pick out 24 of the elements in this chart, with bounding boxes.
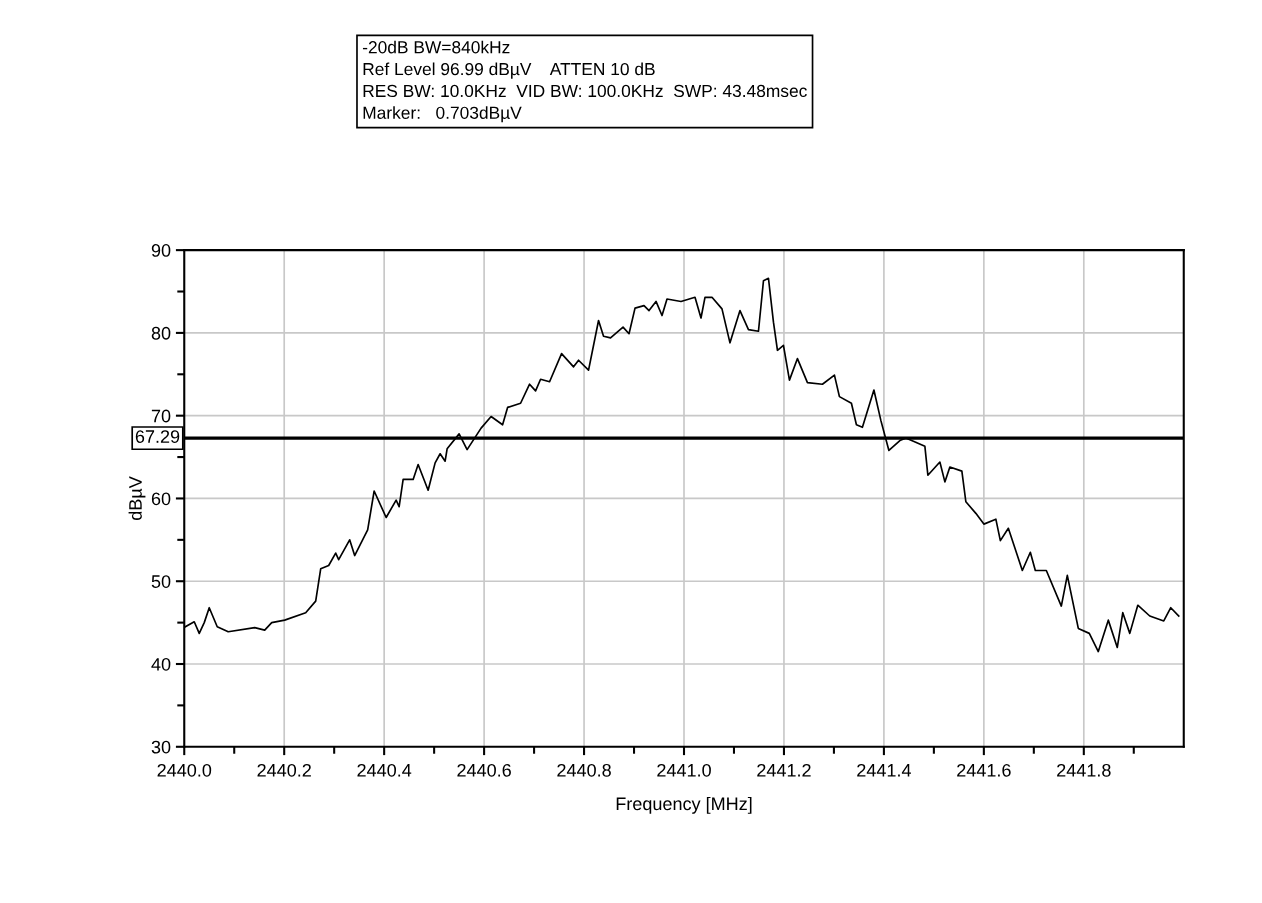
x-tick-label: 2440.2 xyxy=(257,763,311,777)
text: Marker: 0.703dBµV xyxy=(363,106,522,123)
x-tick-label: 2440.8 xyxy=(557,763,611,777)
text: RES BW: 10.0KHz VID BW: 100.0KHz SWP: 43.48msec xyxy=(363,84,807,98)
y-tick-label: 50 xyxy=(151,575,171,588)
text: Ref Level 96.99 dBµV ATTEN 10 dB xyxy=(363,62,655,79)
y-axis-title: dBµV xyxy=(128,476,146,520)
y-tick-label: 60 xyxy=(151,492,171,506)
y-tick-label: 80 xyxy=(151,326,171,340)
ref-line-label: 67.29 xyxy=(135,430,180,443)
y-tick-label: 90 xyxy=(151,244,171,257)
text: -20dB BW=840kHz xyxy=(362,40,510,54)
y-tick-label: 30 xyxy=(151,740,171,754)
x-tick-label: 2440.0 xyxy=(157,763,212,777)
x-tick-label: 2441.6 xyxy=(957,763,1011,777)
x-tick-label: 2440.4 xyxy=(357,763,412,777)
x-tick-label: 2441.0 xyxy=(657,763,711,777)
x-tick-label: 2441.8 xyxy=(1057,763,1111,777)
x-tick-label: 2441.2 xyxy=(757,763,811,777)
y-tick-label: 40 xyxy=(151,657,171,671)
y-tick-label: 70 xyxy=(151,409,171,423)
x-tick-label: 2440.6 xyxy=(457,763,511,777)
x-axis-title: Frequency [MHz] xyxy=(616,796,752,814)
x-tick-label: 2441.4 xyxy=(857,763,911,777)
